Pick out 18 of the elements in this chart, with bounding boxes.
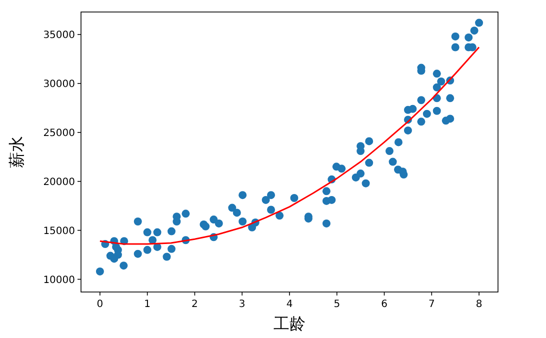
x-tick-label: 3 [238,299,246,310]
x-tick-label: 6 [381,299,388,310]
x-tick-label: 1 [144,299,151,310]
y-tick-label: 25000 [43,128,75,139]
y-tick-label: 10000 [43,274,75,286]
y-tick-label: 20000 [43,176,75,188]
x-tick-label: 0 [96,299,104,310]
line-series [99,46,480,245]
x-tick-label: 4 [286,299,293,310]
x-tick-label: 5 [334,299,340,310]
y-axis-title: 薪水 [7,136,26,168]
y-tick-label: 15000 [43,226,75,237]
y-tick-label: 35000 [43,30,75,42]
x-tick-label: 7 [428,299,435,310]
x-tick-label: 2 [192,299,198,310]
y-tick-label: 30000 [43,78,75,90]
x-tick-label: 8 [476,299,482,310]
x-axis-title: 工龄 [274,314,306,333]
